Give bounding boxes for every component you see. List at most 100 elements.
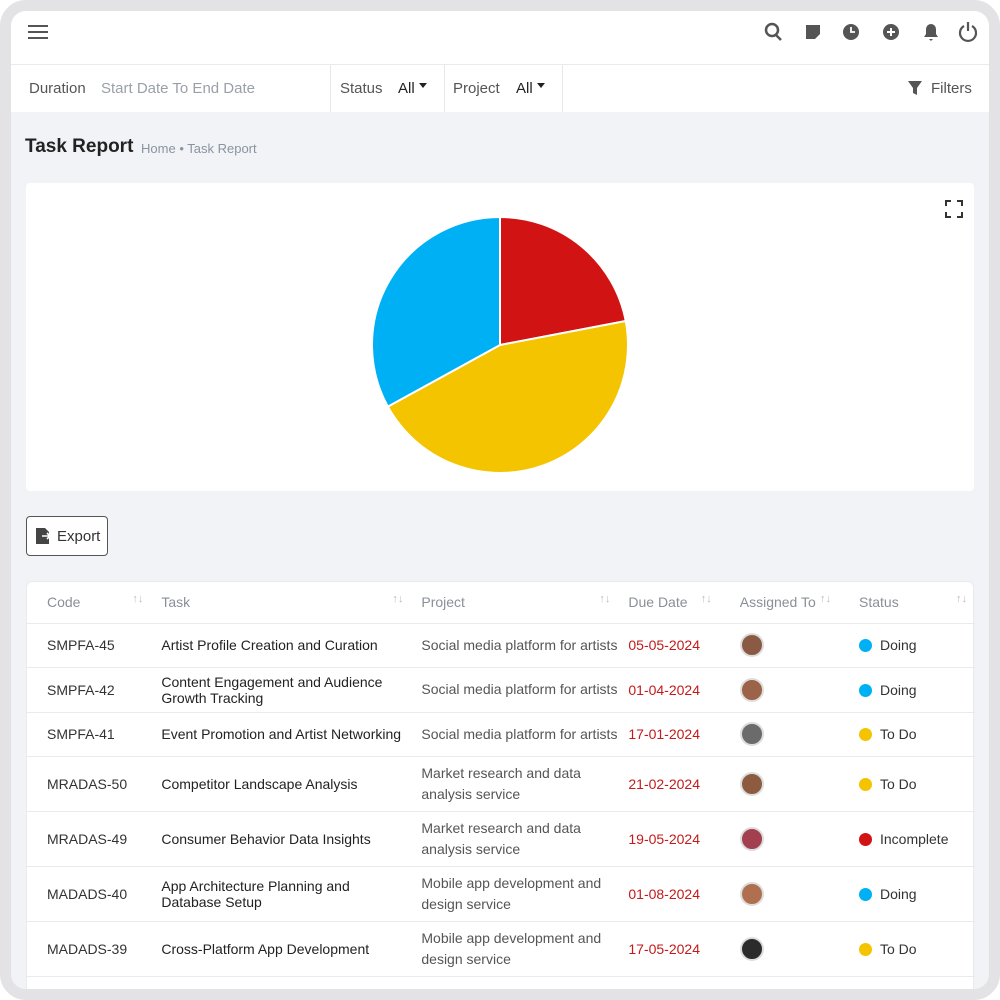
due-date-cell: 21-02-2024 xyxy=(618,756,720,812)
table-row: SMPFA-42 Content Engagement and Audience … xyxy=(27,667,975,713)
column-header[interactable]: Code ↑↓ xyxy=(27,582,152,624)
table-row: SMPFA-41 Event Promotion and Artist Netwo… xyxy=(27,712,975,757)
task-cell: Competitor Landscape Analysis xyxy=(151,756,412,812)
add-icon[interactable] xyxy=(883,24,899,40)
sort-icon[interactable]: ↑↓ xyxy=(599,593,611,605)
sort-icon[interactable]: ↑↓ xyxy=(132,593,144,605)
breadcrumb-link[interactable]: Home xyxy=(141,141,176,156)
due-date-cell: 19-05-2024 xyxy=(618,811,720,867)
due-date-cell: 01-08-2024 xyxy=(618,866,720,922)
export-icon xyxy=(36,528,51,544)
table-row: MRADAS-49 Consumer Behavior Data Insights… xyxy=(27,811,975,867)
status-dropdown[interactable]: All xyxy=(398,65,427,112)
task-cell: Event Promotion and Artist Networking xyxy=(151,712,412,757)
status-dot xyxy=(859,887,872,901)
date-range-input[interactable]: Start Date To End Date xyxy=(101,80,255,97)
breadcrumb-separator: • xyxy=(179,141,184,156)
top-bar xyxy=(11,11,989,65)
sort-icon[interactable]: ↑↓ xyxy=(392,593,404,605)
fullscreen-button[interactable] xyxy=(945,200,963,218)
column-title: Due Date xyxy=(628,594,688,611)
table-row: SMPFA-45 Artist Profile Creation and Cura… xyxy=(27,623,975,668)
table-row: MRADAS-50 Competitor Landscape Analysis Ma… xyxy=(27,756,975,812)
bell-icon[interactable] xyxy=(924,24,938,41)
filters-button[interactable]: Filters xyxy=(931,80,972,97)
breadcrumb-current: Task Report xyxy=(187,141,257,156)
assignee-cell xyxy=(719,811,839,867)
due-date-cell: 17-01-2024 xyxy=(618,712,720,757)
task-cell: Content Engagement and Audience Growth T… xyxy=(151,667,412,713)
export-button[interactable]: Export xyxy=(26,516,108,556)
project-cell: Mobile app development and design servic… xyxy=(411,921,619,977)
avatar xyxy=(739,936,764,961)
column-header[interactable]: Status ↑↓ xyxy=(839,582,975,624)
column-title: Assigned To xyxy=(739,594,816,611)
status-dot xyxy=(859,777,872,791)
column-title: Status xyxy=(859,594,899,611)
status-dot xyxy=(859,639,872,652)
sort-icon[interactable]: ↑↓ xyxy=(956,593,967,605)
status-cell: Doing xyxy=(839,623,975,668)
notes-icon[interactable] xyxy=(806,25,820,39)
avatar xyxy=(739,826,764,851)
status-dot xyxy=(859,728,872,741)
project-label: Project xyxy=(453,80,500,97)
assignee-cell xyxy=(719,623,839,668)
assignee-cell xyxy=(719,667,839,713)
column-header[interactable]: Due Date ↑↓ xyxy=(618,582,720,624)
column-title: Code xyxy=(47,594,81,611)
project-dropdown[interactable]: All xyxy=(516,65,545,112)
status-label: Doing xyxy=(880,681,917,698)
column-title: Task xyxy=(161,594,191,611)
status-label: Incomplete xyxy=(880,830,949,847)
menu-button[interactable] xyxy=(28,25,48,39)
project-cell: Social media platform for artists xyxy=(411,623,619,668)
separator xyxy=(444,65,445,112)
project-cell: Social media platform for artists xyxy=(411,712,619,757)
status-cell: To Do xyxy=(839,756,975,812)
assignee-cell xyxy=(719,921,839,977)
table-card: Code ↑↓ Task ↑↓ Project ↑↓ Due Date ↑↓ Assigned … xyxy=(26,581,975,989)
project-cell: Market research and data analysis servic… xyxy=(411,756,619,812)
status-label: Doing xyxy=(880,637,917,653)
assignee-cell xyxy=(719,866,839,922)
assignee-cell xyxy=(719,712,839,757)
status-label: Status xyxy=(340,80,383,97)
table-row: MADADS-40 App Architecture Planning and D… xyxy=(27,866,975,922)
task-cell: App Architecture Planning and Database S… xyxy=(151,866,412,922)
separator xyxy=(562,65,563,112)
power-icon[interactable] xyxy=(958,22,978,43)
header-row: Code ↑↓ Task ↑↓ Project ↑↓ Due Date ↑↓ Assigned … xyxy=(27,582,975,624)
task-cell: Consumer Behavior Data Insights xyxy=(151,811,412,867)
status-label: To Do xyxy=(880,726,917,742)
column-header[interactable]: Task ↑↓ xyxy=(151,582,412,624)
project-cell: Social media platform for artists xyxy=(411,667,619,713)
column-header[interactable]: Project ↑↓ xyxy=(411,582,619,624)
due-date-cell: 05-05-2024 xyxy=(618,623,720,668)
avatar xyxy=(739,722,764,746)
breadcrumb: Home • Task Report xyxy=(141,141,257,156)
code-cell: SMPFA-45 xyxy=(27,623,152,668)
task-cell: Artist Profile Creation and Curation xyxy=(151,623,412,668)
separator xyxy=(330,65,331,112)
sort-icon[interactable]: ↑↓ xyxy=(820,593,831,605)
due-date-cell: 01-04-2024 xyxy=(618,667,720,713)
status-dot xyxy=(859,942,872,956)
filter-icon xyxy=(908,81,922,95)
code-cell: MRADAS-49 xyxy=(27,811,152,867)
code-cell: MRADAS-50 xyxy=(27,756,152,812)
project-cell: Market research and data analysis servic… xyxy=(411,811,619,867)
table-row: MADADS-39 Cross-Platform App Development M… xyxy=(27,921,975,977)
clock-icon[interactable] xyxy=(843,24,859,40)
column-header[interactable]: Assigned To ↑↓ xyxy=(719,582,839,624)
avatar xyxy=(739,677,764,702)
table-body: SMPFA-45 Artist Profile Creation and Cura… xyxy=(27,623,975,977)
sort-icon[interactable]: ↑↓ xyxy=(700,593,712,605)
search-icon[interactable] xyxy=(764,22,782,41)
status-cell: To Do xyxy=(839,921,975,977)
assignee-cell xyxy=(719,756,839,812)
pie-chart xyxy=(371,200,963,474)
avatar xyxy=(739,771,764,796)
